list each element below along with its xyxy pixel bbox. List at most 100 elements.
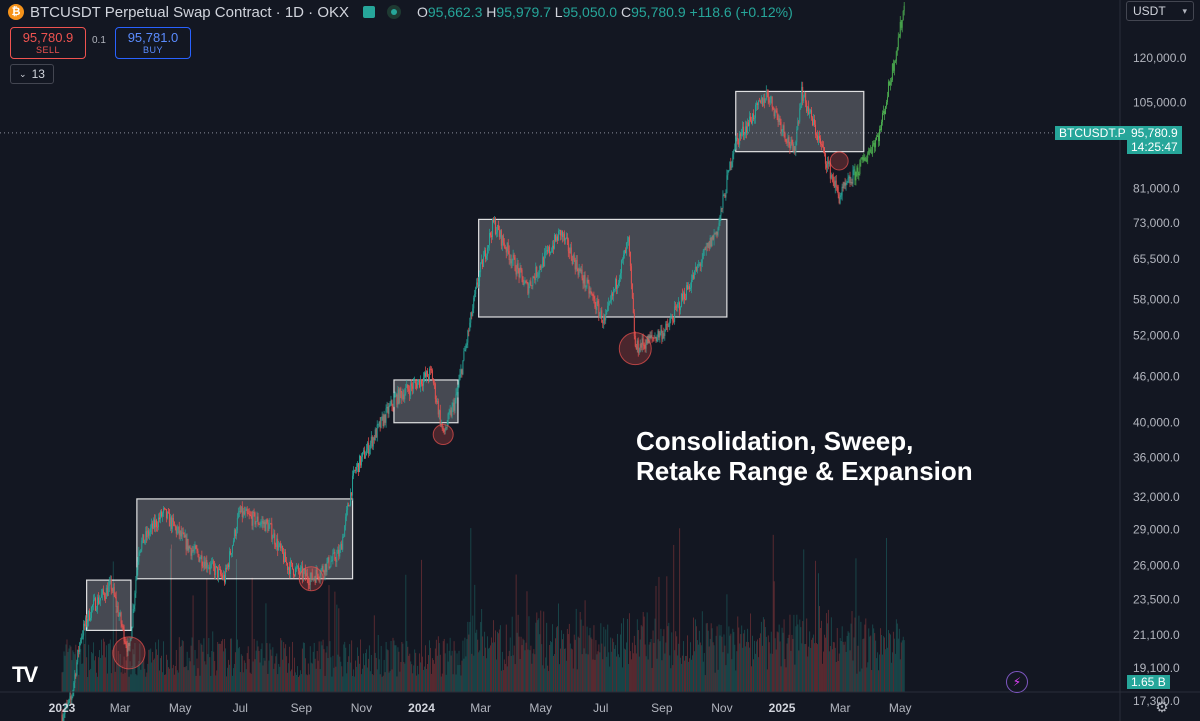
candle-body bbox=[158, 517, 159, 527]
volume-bar bbox=[519, 659, 521, 692]
candle-body bbox=[721, 208, 723, 210]
volume-bar bbox=[708, 646, 710, 692]
volume-bar bbox=[448, 650, 450, 692]
volume-bar bbox=[897, 638, 899, 692]
volume-bar bbox=[867, 662, 869, 692]
volume-bar bbox=[668, 622, 670, 692]
volume-bar bbox=[718, 624, 720, 692]
candle-body bbox=[215, 566, 217, 576]
price-tick-label: 81,000.0 bbox=[1133, 181, 1180, 195]
candle-body bbox=[418, 379, 420, 383]
volume-bar bbox=[257, 646, 259, 692]
candle-body bbox=[76, 662, 78, 676]
volume-bar bbox=[234, 652, 236, 692]
bitcoin-icon[interactable]: ₿ bbox=[8, 4, 24, 20]
volume-bar bbox=[801, 643, 803, 692]
candle-body bbox=[285, 552, 287, 562]
tradingview-logo-icon[interactable]: TV bbox=[12, 662, 38, 687]
volume-bar bbox=[223, 651, 225, 692]
time-tick-label: Nov bbox=[351, 701, 372, 715]
volume-bar bbox=[733, 632, 735, 692]
volume-bar bbox=[488, 648, 490, 692]
volume-bar bbox=[749, 647, 751, 692]
sell-button[interactable]: 95,780.9 SELL bbox=[10, 27, 86, 59]
volume-bar bbox=[576, 669, 578, 692]
candle-body bbox=[641, 338, 643, 348]
candle-body bbox=[345, 516, 347, 526]
volume-bar bbox=[117, 650, 119, 692]
volume-bar bbox=[245, 669, 247, 692]
candle-body bbox=[529, 281, 531, 287]
volume-bar bbox=[201, 644, 203, 692]
volume-bar bbox=[375, 657, 377, 692]
volume-bar bbox=[663, 629, 665, 692]
candle-body bbox=[707, 242, 709, 247]
candle-body bbox=[791, 139, 793, 144]
symbol-title[interactable]: BTCUSDT Perpetual Swap Contract · 1D · O… bbox=[30, 3, 349, 21]
candle-body bbox=[590, 291, 592, 293]
volume-bar bbox=[511, 616, 513, 692]
candle-body bbox=[92, 605, 93, 607]
volume-bar bbox=[816, 643, 818, 692]
volume-bar bbox=[206, 578, 208, 692]
volume-bar bbox=[853, 637, 855, 692]
volume-bar bbox=[138, 661, 140, 692]
last-price-tag[interactable]: 95,780.9 bbox=[1127, 125, 1182, 140]
volume-bar bbox=[715, 635, 717, 692]
volume-bar bbox=[422, 656, 424, 692]
volume-bar bbox=[188, 657, 190, 692]
volume-bar bbox=[545, 657, 547, 692]
candle-body bbox=[550, 251, 552, 254]
buy-button[interactable]: 95,781.0 BUY bbox=[115, 27, 191, 59]
candle-body bbox=[670, 318, 672, 322]
candle-body bbox=[336, 553, 338, 563]
candle-body bbox=[463, 351, 465, 361]
currency-select[interactable]: USDT ▾ bbox=[1126, 1, 1194, 21]
volume-bar bbox=[240, 654, 242, 692]
candle-body bbox=[407, 384, 409, 390]
volume-bar bbox=[848, 632, 850, 692]
volume-bar bbox=[482, 636, 484, 692]
symbol-price-tag[interactable]: BTCUSDT.P bbox=[1055, 125, 1130, 140]
price-axis[interactable]: 120,000.0105,000.081,000.073,000.065,500… bbox=[1133, 51, 1187, 708]
candle-body bbox=[352, 475, 354, 496]
sweep-marker-circle bbox=[618, 332, 652, 366]
flag-icon[interactable] bbox=[363, 6, 375, 18]
time-tick-label: May bbox=[889, 701, 912, 715]
candle-body bbox=[586, 279, 588, 287]
candle-body bbox=[778, 118, 780, 122]
candle-body bbox=[360, 456, 362, 466]
volume-bar bbox=[541, 644, 543, 692]
candle-body bbox=[837, 186, 839, 195]
volume-bar bbox=[781, 627, 783, 692]
settings-icon[interactable]: ⚙ bbox=[1155, 699, 1169, 716]
volume-bar bbox=[903, 640, 905, 692]
volume-bar bbox=[530, 645, 532, 692]
flash-icon[interactable]: ⚡ bbox=[1006, 671, 1028, 693]
volume-bar bbox=[802, 621, 804, 692]
candle-body bbox=[354, 470, 355, 471]
candle-body bbox=[253, 511, 255, 513]
candle-body bbox=[386, 406, 388, 409]
candle-body bbox=[177, 526, 179, 530]
candle-body bbox=[532, 276, 534, 286]
candle-body bbox=[691, 274, 693, 280]
buy-label: BUY bbox=[142, 45, 163, 55]
candle-body bbox=[841, 186, 843, 196]
candle-body bbox=[96, 609, 97, 611]
candle-body bbox=[83, 623, 85, 636]
status-dot-icon[interactable] bbox=[387, 5, 401, 19]
candle-body bbox=[441, 422, 443, 429]
volume-bar bbox=[232, 675, 233, 692]
indicators-toggle[interactable]: ⌄ 13 bbox=[10, 64, 54, 84]
volume-bar bbox=[472, 615, 474, 692]
candle-body bbox=[763, 98, 765, 103]
time-tick-label: Mar bbox=[110, 701, 131, 715]
volume-bar bbox=[553, 655, 555, 692]
volume-bar bbox=[699, 642, 701, 692]
candle-body bbox=[723, 194, 725, 196]
volume-bar bbox=[256, 640, 258, 692]
volume-bar bbox=[771, 653, 773, 692]
time-axis[interactable]: 2023 Mar May Jul Sep Nov 2024 Mar May Jul Sep Nov 20… bbox=[49, 701, 912, 715]
